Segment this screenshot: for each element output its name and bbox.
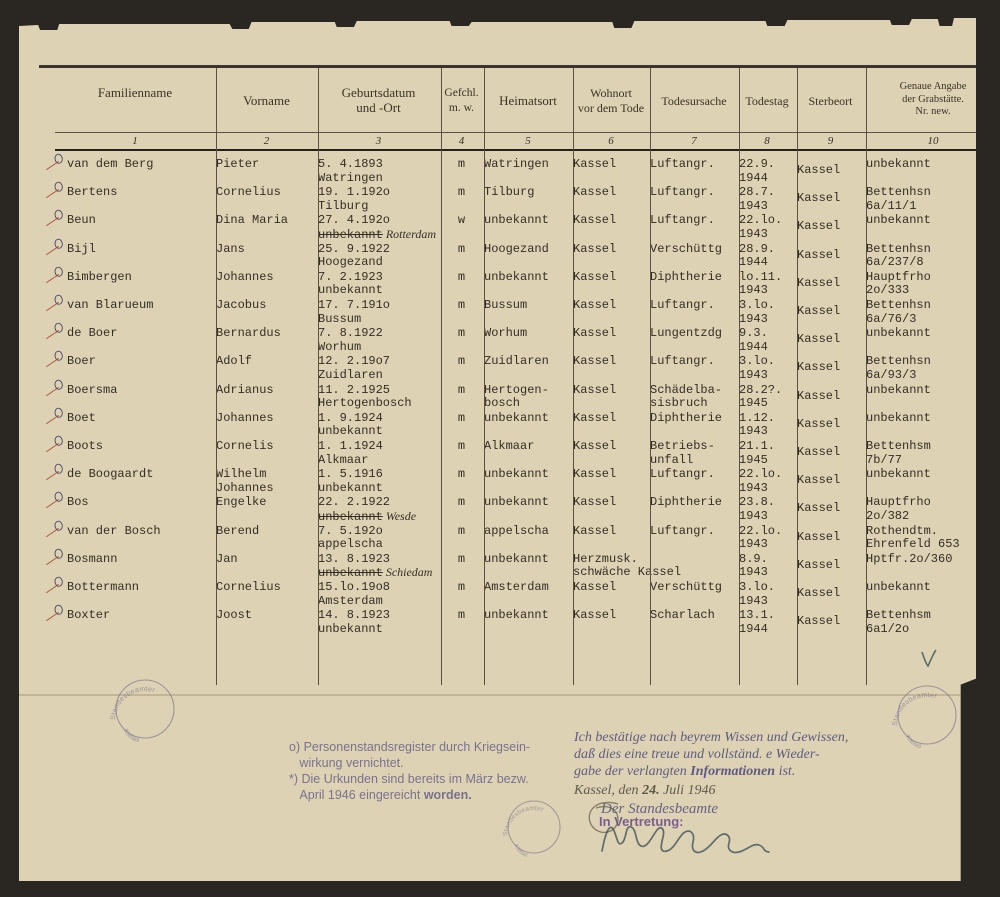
svg-text:Standesbeamter: Standesbeamter — [110, 686, 156, 720]
svg-text:in Kassel: in Kassel — [887, 672, 922, 751]
svg-text:in Kassel: in Kassel — [105, 666, 140, 745]
svg-text:Standesbeamter: Standesbeamter — [892, 692, 938, 726]
svg-text:in Kassel: in Kassel — [498, 789, 528, 859]
